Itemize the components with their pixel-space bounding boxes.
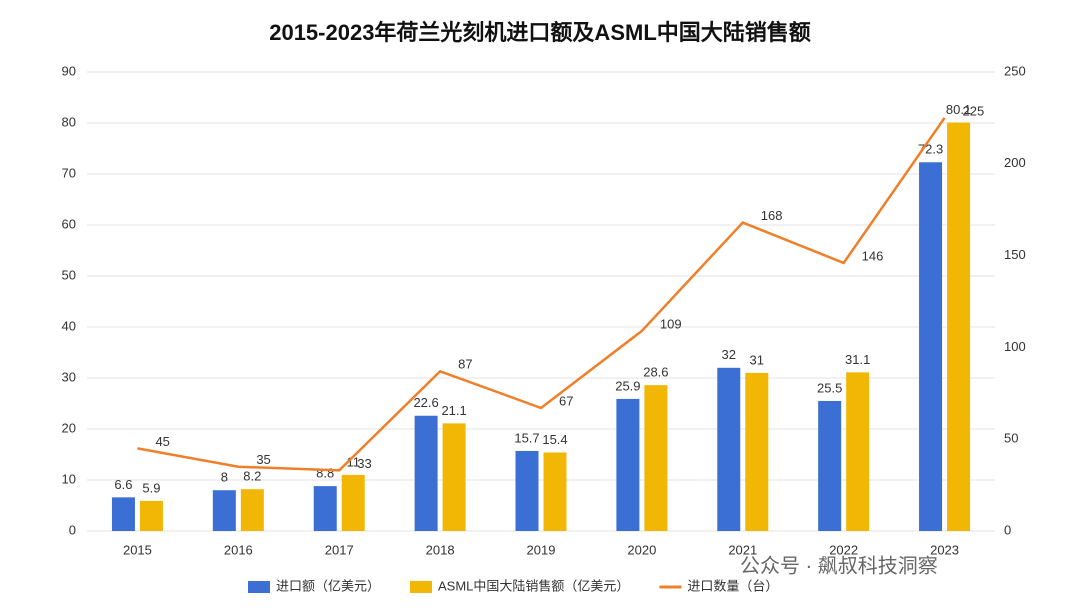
line-value-label: 109	[660, 316, 682, 331]
x-tick-label: 2020	[627, 542, 656, 557]
line-value-label: 168	[761, 208, 783, 223]
watermark: 公众号 · 飙叔科技洞察	[740, 554, 938, 577]
value-label: 15.4	[542, 432, 567, 447]
y-tick-label: 10	[62, 471, 76, 486]
legend-swatch	[248, 581, 270, 593]
value-label: 8.2	[243, 469, 261, 484]
value-label: 5.9	[142, 480, 160, 495]
bar	[846, 372, 870, 531]
value-label: 31.1	[845, 352, 870, 367]
line-value-label: 87	[458, 357, 472, 372]
bar	[139, 500, 163, 531]
y2-tick-label: 0	[1004, 522, 1011, 537]
legend-swatch	[410, 581, 433, 593]
y2-tick-label: 150	[1004, 247, 1026, 262]
bar	[919, 162, 943, 531]
x-tick-label: 2022	[829, 542, 858, 557]
value-label: 11	[346, 454, 360, 469]
bar	[543, 452, 567, 531]
chart-title: 2015-2023年荷兰光刻机进口额及ASML中国大陆销售额	[269, 20, 811, 45]
y2-tick-label: 50	[1004, 431, 1018, 446]
bar	[515, 450, 539, 531]
line	[137, 117, 946, 472]
bar	[616, 398, 640, 531]
legend-label: ASML中国大陆销售额（亿美元）	[438, 578, 629, 593]
bar	[745, 372, 769, 531]
line-value-label: 67	[559, 393, 573, 408]
value-label: 22.6	[413, 395, 438, 410]
value-label: 8.8	[316, 466, 334, 481]
value-label: 6.6	[114, 477, 132, 492]
bar	[240, 489, 264, 531]
bar	[442, 423, 466, 531]
y-tick-label: 40	[62, 318, 76, 333]
y2-tick-label: 100	[1004, 339, 1026, 354]
y-tick-label: 0	[69, 522, 76, 537]
line-value-label: 35	[256, 452, 270, 467]
y-tick-label: 60	[62, 216, 76, 231]
line-value-label: 146	[862, 248, 884, 263]
y-tick-label: 70	[62, 165, 76, 180]
value-label: 25.9	[615, 378, 640, 393]
bar	[717, 367, 741, 531]
value-label: 80.1	[946, 102, 971, 117]
value-label: 31	[750, 352, 764, 367]
value-label: 28.6	[643, 365, 668, 380]
bar	[818, 400, 842, 531]
y-tick-label: 20	[62, 420, 76, 435]
bar	[414, 415, 438, 531]
x-tick-label: 2017	[325, 542, 354, 557]
line-value-label: 225	[963, 103, 985, 118]
value-label: 15.7	[514, 430, 539, 445]
y-tick-label: 30	[62, 369, 76, 384]
bar	[111, 497, 135, 531]
y2-tick-label: 200	[1004, 155, 1026, 170]
y-tick-label: 90	[62, 63, 76, 78]
x-tick-label: 2016	[224, 542, 253, 557]
x-tick-label: 2023	[930, 542, 959, 557]
y-tick-label: 80	[62, 114, 76, 129]
bar	[341, 474, 365, 531]
legend-label: 进口数量（台）	[687, 578, 778, 593]
value-label: 32	[722, 347, 736, 362]
value-label: 25.5	[817, 380, 842, 395]
x-tick-label: 2021	[728, 542, 757, 557]
bar	[212, 490, 236, 531]
x-tick-label: 2015	[123, 542, 152, 557]
y2-tick-label: 250	[1004, 63, 1026, 78]
line-value-label: 33	[357, 456, 371, 471]
value-label: 21.1	[441, 403, 466, 418]
x-tick-label: 2018	[426, 542, 455, 557]
bar	[313, 486, 337, 531]
bar	[947, 122, 971, 532]
y-tick-label: 50	[62, 267, 76, 282]
line-value-label: 45	[155, 434, 169, 449]
bar	[644, 385, 668, 531]
x-tick-label: 2019	[527, 542, 556, 557]
legend-label: 进口额（亿美元）	[276, 578, 380, 593]
value-label: 8	[221, 470, 228, 485]
